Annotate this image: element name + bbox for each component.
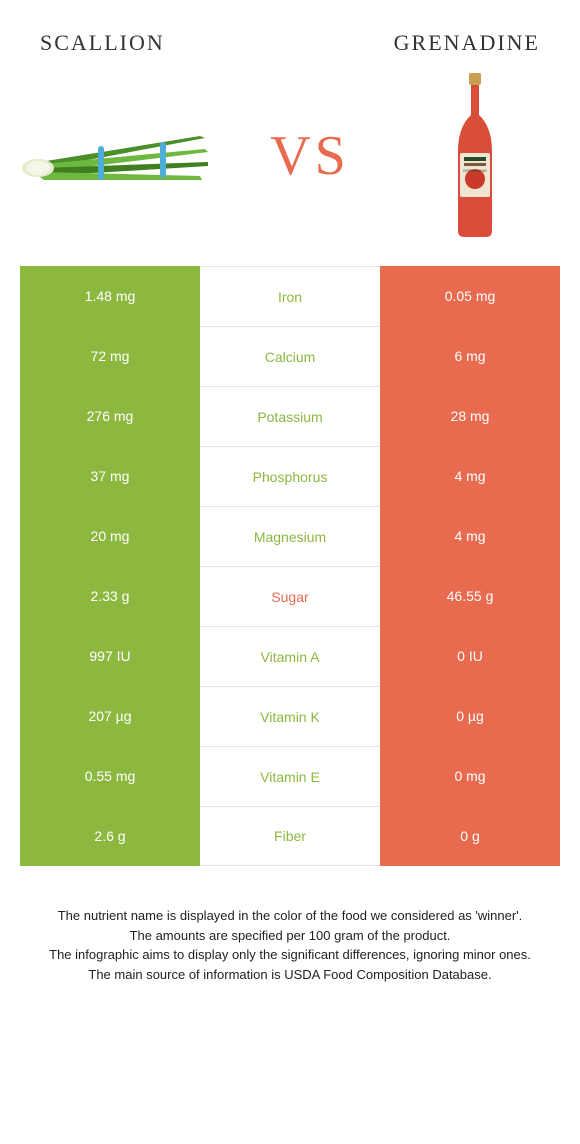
footer-line: The nutrient name is displayed in the co… — [25, 906, 555, 926]
nutrient-label: Iron — [200, 266, 380, 326]
table-row: 207 µgVitamin K0 µg — [20, 686, 560, 746]
right-value: 0 g — [380, 806, 560, 866]
svg-text:GRENADINE: GRENADINE — [463, 168, 487, 173]
table-row: 0.55 mgVitamin E0 mg — [20, 746, 560, 806]
titles-row: SCALLION GRENADINE — [0, 0, 580, 76]
hero-row: VS GRENADINE — [0, 76, 580, 256]
vs-label: VS — [270, 124, 350, 188]
nutrient-label: Calcium — [200, 326, 380, 386]
table-row: 72 mgCalcium6 mg — [20, 326, 560, 386]
left-value: 2.6 g — [20, 806, 200, 866]
right-value: 4 mg — [380, 506, 560, 566]
nutrient-label: Fiber — [200, 806, 380, 866]
bottle-cap-icon — [469, 73, 481, 85]
grenadine-image: GRENADINE — [400, 71, 550, 241]
left-value: 276 mg — [20, 386, 200, 446]
nutrient-label: Vitamin E — [200, 746, 380, 806]
left-value: 72 mg — [20, 326, 200, 386]
table-row: 997 IUVitamin A0 IU — [20, 626, 560, 686]
title-left: SCALLION — [40, 30, 165, 56]
table-row: 2.6 gFiber0 g — [20, 806, 560, 866]
table-row: 1.48 mgIron0.05 mg — [20, 266, 560, 326]
left-value: 0.55 mg — [20, 746, 200, 806]
footer-line: The amounts are specified per 100 gram o… — [25, 926, 555, 946]
nutrient-label: Vitamin K — [200, 686, 380, 746]
left-value: 997 IU — [20, 626, 200, 686]
left-value: 37 mg — [20, 446, 200, 506]
left-value: 207 µg — [20, 686, 200, 746]
footer-notes: The nutrient name is displayed in the co… — [0, 866, 580, 984]
left-value: 2.33 g — [20, 566, 200, 626]
table-row: 276 mgPotassium28 mg — [20, 386, 560, 446]
right-value: 0 mg — [380, 746, 560, 806]
nutrient-label: Magnesium — [200, 506, 380, 566]
nutrient-label: Potassium — [200, 386, 380, 446]
right-value: 0.05 mg — [380, 266, 560, 326]
right-value: 4 mg — [380, 446, 560, 506]
right-value: 6 mg — [380, 326, 560, 386]
footer-line: The main source of information is USDA F… — [25, 965, 555, 985]
table-row: 37 mgPhosphorus4 mg — [20, 446, 560, 506]
comparison-infographic: SCALLION GRENADINE VS — [0, 0, 580, 984]
nutrient-label: Vitamin A — [200, 626, 380, 686]
nutrient-label: Phosphorus — [200, 446, 380, 506]
footer-line: The infographic aims to display only the… — [25, 945, 555, 965]
left-value: 20 mg — [20, 506, 200, 566]
right-value: 0 IU — [380, 626, 560, 686]
scallion-image — [20, 106, 220, 206]
right-value: 0 µg — [380, 686, 560, 746]
title-right: GRENADINE — [394, 30, 540, 56]
nutrient-label: Sugar — [200, 566, 380, 626]
left-value: 1.48 mg — [20, 266, 200, 326]
table-row: 2.33 gSugar46.55 g — [20, 566, 560, 626]
right-value: 46.55 g — [380, 566, 560, 626]
right-value: 28 mg — [380, 386, 560, 446]
nutrient-table: 1.48 mgIron0.05 mg72 mgCalcium6 mg276 mg… — [20, 266, 560, 866]
table-row: 20 mgMagnesium4 mg — [20, 506, 560, 566]
